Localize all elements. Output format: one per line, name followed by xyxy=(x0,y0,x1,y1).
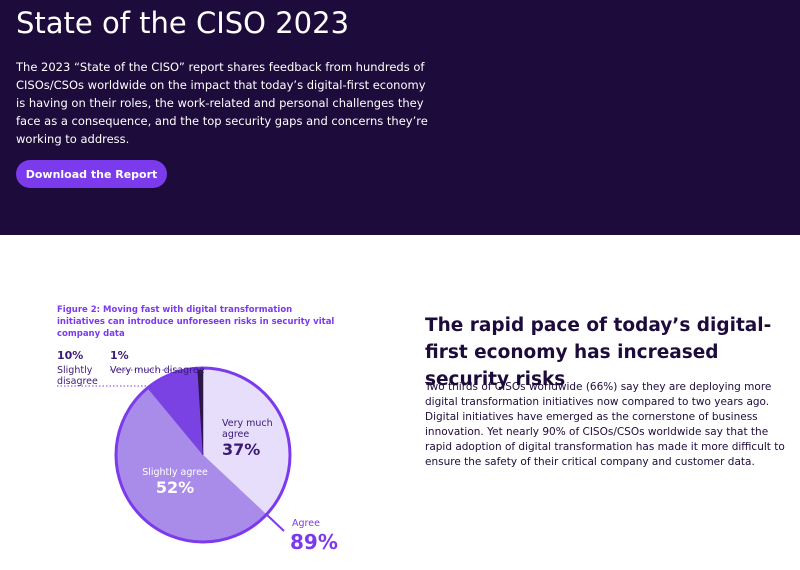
value-label: 10% xyxy=(57,349,84,362)
agree-pointer xyxy=(265,513,285,532)
article-body: Two thirds of CISOs worldwide (66%) say … xyxy=(425,381,785,468)
category-name: Very much disagree xyxy=(110,365,205,376)
download-button[interactable]: Download the Report xyxy=(16,160,167,188)
value-label: 52% xyxy=(155,478,195,497)
pie-chart xyxy=(57,366,292,544)
article-heading: The rapid pace of today’s digital-first … xyxy=(425,315,772,390)
annotation-label: Agree xyxy=(292,518,320,529)
slice-label: Slightly agree 52% xyxy=(140,467,210,497)
value-label: 1% xyxy=(110,349,129,362)
figure-caption: Figure 2: Moving fast with digital trans… xyxy=(57,305,335,339)
category-name: Slightly agree xyxy=(142,467,208,478)
category-name: Very much agree xyxy=(222,418,273,440)
slice-label: Slightly disagree 10% xyxy=(57,346,109,387)
category-name: Slightly disagree xyxy=(57,365,98,387)
pie-outline xyxy=(114,366,292,544)
annotation-value: 89% xyxy=(290,530,338,554)
hero: State of the CISO 2023 The 2023 “State o… xyxy=(0,0,800,235)
page-title: State of the CISO 2023 xyxy=(16,6,350,40)
description: The 2023 “State of the CISO” report shar… xyxy=(16,60,428,146)
slice-label: Very much disagree 1% xyxy=(110,346,210,376)
value-label: 37% xyxy=(222,440,261,459)
slice-label: Very much agree 37% xyxy=(222,418,282,459)
